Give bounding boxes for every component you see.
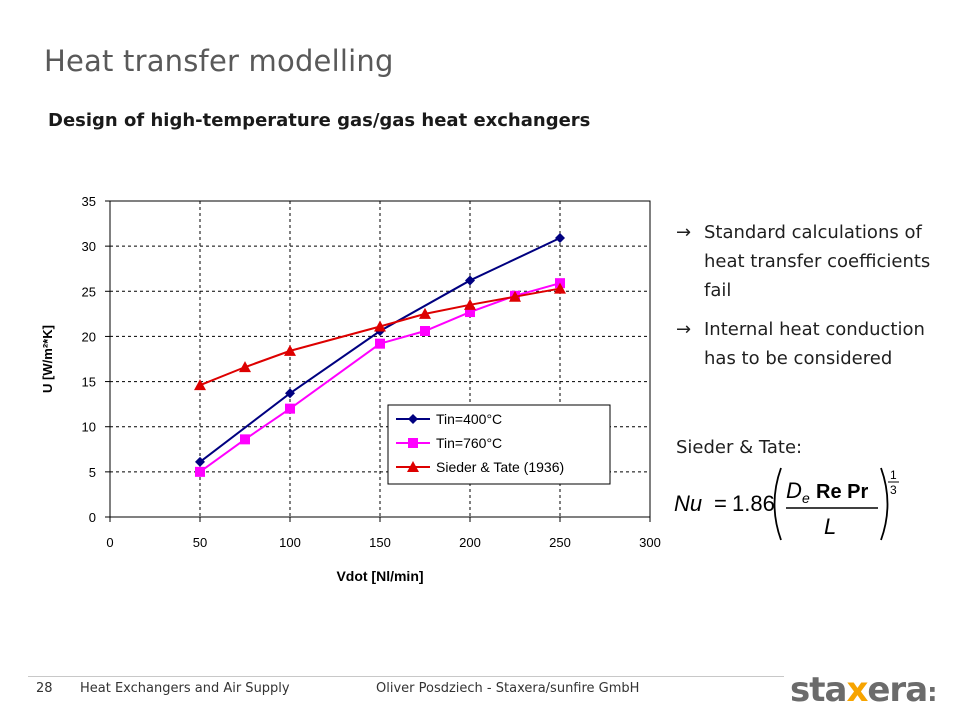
logo-dots: : xyxy=(927,678,937,708)
data-point xyxy=(554,282,566,294)
data-point xyxy=(284,344,296,356)
legend-swatch-marker xyxy=(408,438,418,448)
y-tick-label: 10 xyxy=(82,420,96,435)
y-tick-label: 0 xyxy=(89,510,96,525)
data-point xyxy=(465,307,475,318)
y-axis-label: U [W/m²*K] xyxy=(40,325,55,393)
data-point xyxy=(375,338,385,349)
y-tick-label: 20 xyxy=(82,329,96,344)
heat-transfer-chart: 0 50 100 150 200 250 300 0 5 10 15 20 25 30 35 Tin=400… xyxy=(40,194,661,584)
slide-title: Heat transfer modelling xyxy=(44,44,394,78)
data-point xyxy=(285,403,295,414)
legend-item: Tin=400°C xyxy=(396,411,502,427)
x-tick-label: 50 xyxy=(193,535,207,550)
bullet-text: Standard calculations of heat transfer c… xyxy=(704,222,931,301)
x-axis-label: Vdot [Nl/min] xyxy=(336,568,423,584)
data-point xyxy=(374,320,386,332)
arrow-right-icon: → xyxy=(676,319,692,340)
arrow-right-icon: → xyxy=(676,222,692,243)
formula-numerator-subscript: e xyxy=(802,490,810,506)
y-tick-label: 15 xyxy=(82,375,96,390)
data-point xyxy=(555,233,565,244)
y-tick-label: 35 xyxy=(82,194,96,209)
formula-numerator-symbol: D xyxy=(786,478,802,503)
legend-swatch-marker xyxy=(407,461,419,472)
legend-swatch-marker xyxy=(408,414,418,424)
x-tick-label: 150 xyxy=(369,535,391,550)
exponent-denominator: 3 xyxy=(890,483,897,497)
exponent-numerator: 1 xyxy=(890,468,897,482)
nusselt-formula: Nu = 1.86 D e Re Pr L 1 3 xyxy=(674,467,899,541)
data-point xyxy=(419,307,431,319)
y-tick-label: 25 xyxy=(82,284,96,299)
data-point xyxy=(464,298,476,310)
footer-divider xyxy=(28,676,784,677)
y-tick-label: 5 xyxy=(89,465,96,480)
data-point xyxy=(194,379,206,391)
x-tick-label: 300 xyxy=(639,535,661,550)
data-point xyxy=(239,361,251,373)
series-line xyxy=(199,287,561,387)
x-tick-label: 200 xyxy=(459,535,481,550)
bullet-item: → Internal heat conduction has to be con… xyxy=(676,315,946,373)
data-point xyxy=(509,290,521,302)
bullet-item: → Standard calculations of heat transfer… xyxy=(676,218,946,305)
legend-label: Tin=400°C xyxy=(436,411,502,427)
logo-text-x: x xyxy=(846,670,868,710)
formula-coefficient: 1.86 xyxy=(732,491,775,516)
legend-label: Tin=760°C xyxy=(436,435,502,451)
formula-equals: = xyxy=(714,491,727,516)
x-tick-label: 250 xyxy=(549,535,571,550)
formula-lhs: Nu xyxy=(674,491,702,516)
chart-legend: Tin=400°C Tin=760°C Sieder & Tate (1936) xyxy=(387,404,611,485)
x-tick-label: 100 xyxy=(279,535,301,550)
data-point xyxy=(285,388,295,399)
footer-author: Oliver Posdziech - Staxera/sunfire GmbH xyxy=(376,681,640,696)
left-paren xyxy=(773,467,782,541)
data-point xyxy=(195,466,205,477)
footer-section: Heat Exchangers and Air Supply xyxy=(80,681,290,696)
chart-series xyxy=(194,233,566,477)
staxera-logo: staxera: xyxy=(790,670,938,710)
sieder-tate-label: Sieder & Tate: xyxy=(676,437,803,458)
right-paren xyxy=(880,467,889,541)
data-point xyxy=(420,326,430,337)
x-tick-label: 0 xyxy=(106,535,113,550)
bullet-list: → Standard calculations of heat transfer… xyxy=(676,218,946,383)
bullet-text: Internal heat conduction has to be consi… xyxy=(704,319,925,369)
formula-numerator-text: Re Pr xyxy=(816,481,868,503)
formula-denominator: L xyxy=(824,514,836,539)
data-point xyxy=(240,434,250,445)
data-point xyxy=(465,275,475,286)
logo-text-end: era xyxy=(867,670,928,710)
legend-label: Sieder & Tate (1936) xyxy=(436,459,564,475)
legend-item: Tin=760°C xyxy=(396,435,502,451)
page-number: 28 xyxy=(36,681,53,696)
logo-text-start: sta xyxy=(790,670,847,710)
data-point xyxy=(195,456,205,467)
chart-axis-ticks: 0 50 100 150 200 250 300 0 5 10 15 20 25 30 35 xyxy=(82,194,661,550)
y-tick-label: 30 xyxy=(82,239,96,254)
series-3 xyxy=(194,282,566,391)
slide-subtitle: Design of high-temperature gas/gas heat … xyxy=(48,110,591,131)
legend-item: Sieder & Tate (1936) xyxy=(396,459,564,475)
